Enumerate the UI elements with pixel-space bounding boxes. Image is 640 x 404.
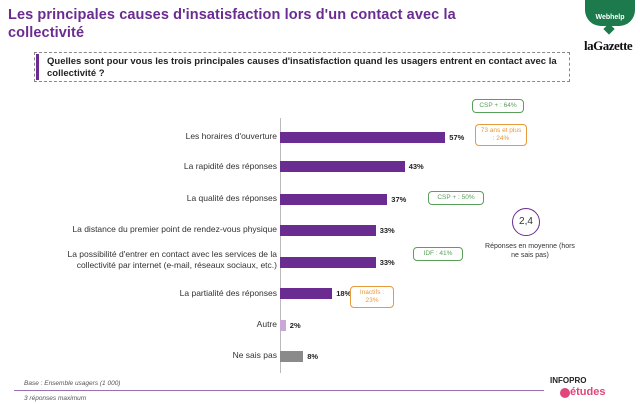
value-label: 33%: [379, 258, 395, 267]
bar: [280, 194, 388, 205]
category-label: Ne sais pas: [232, 350, 277, 360]
etudes-dot-icon: [560, 388, 570, 398]
question-text: Quelles sont pour vous les trois princip…: [47, 56, 557, 79]
value-label: 2%: [289, 321, 301, 330]
bar: [280, 257, 376, 268]
base-note: Base : Ensemble usagers (1 000): [24, 380, 121, 387]
footer-divider: [14, 390, 544, 391]
value-label: 43%: [408, 162, 424, 171]
webhelp-logo: Webhelp: [585, 0, 635, 26]
value-label: 8%: [307, 352, 319, 361]
value-label: 57%: [449, 133, 465, 142]
value-label: 18%: [336, 289, 352, 298]
value-label: 37%: [391, 195, 407, 204]
bar: [280, 288, 333, 299]
category-label: Les horaires d'ouverture: [185, 131, 277, 141]
bar: [280, 132, 446, 143]
etudes-logo: études: [570, 386, 606, 398]
category-label: La qualité des réponses: [186, 193, 277, 203]
bar: [280, 225, 376, 236]
average-circle: 2,4: [512, 208, 540, 236]
chart-axis: [280, 118, 281, 373]
max-note: 3 réponses maximum: [24, 395, 87, 402]
annotation-callout: IDF : 41%: [413, 247, 463, 261]
bar: [280, 351, 304, 362]
infopro-logo: INFOPRO: [550, 376, 587, 385]
annotation-callout: Inactifs : 23%: [350, 286, 394, 308]
average-label: Réponses en moyenne (hors ne sais pas): [485, 243, 575, 259]
category-label: La possibilité d'entrer en contact avec …: [67, 249, 277, 270]
annotation-callout: CSP + : 50%: [428, 191, 484, 205]
gazette-logo: laGazette: [584, 38, 633, 53]
category-label: Autre: [256, 319, 277, 329]
page-title: Les principales causes d'insatisfaction …: [8, 7, 456, 41]
category-label: La distance du premier point de rendez-v…: [72, 224, 277, 234]
value-label: 33%: [379, 226, 395, 235]
category-label: La partialité des réponses: [179, 288, 277, 298]
annotation-callout: CSP + : 64%: [472, 99, 524, 113]
bar: [280, 320, 286, 331]
question-accent-bar: [36, 54, 39, 80]
category-label: La rapidité des réponses: [183, 161, 277, 171]
bar: [280, 161, 405, 172]
annotation-callout: 73 ans et plus : 24%: [475, 124, 527, 146]
question-box: Quelles sont pour vous les trois princip…: [34, 52, 570, 82]
